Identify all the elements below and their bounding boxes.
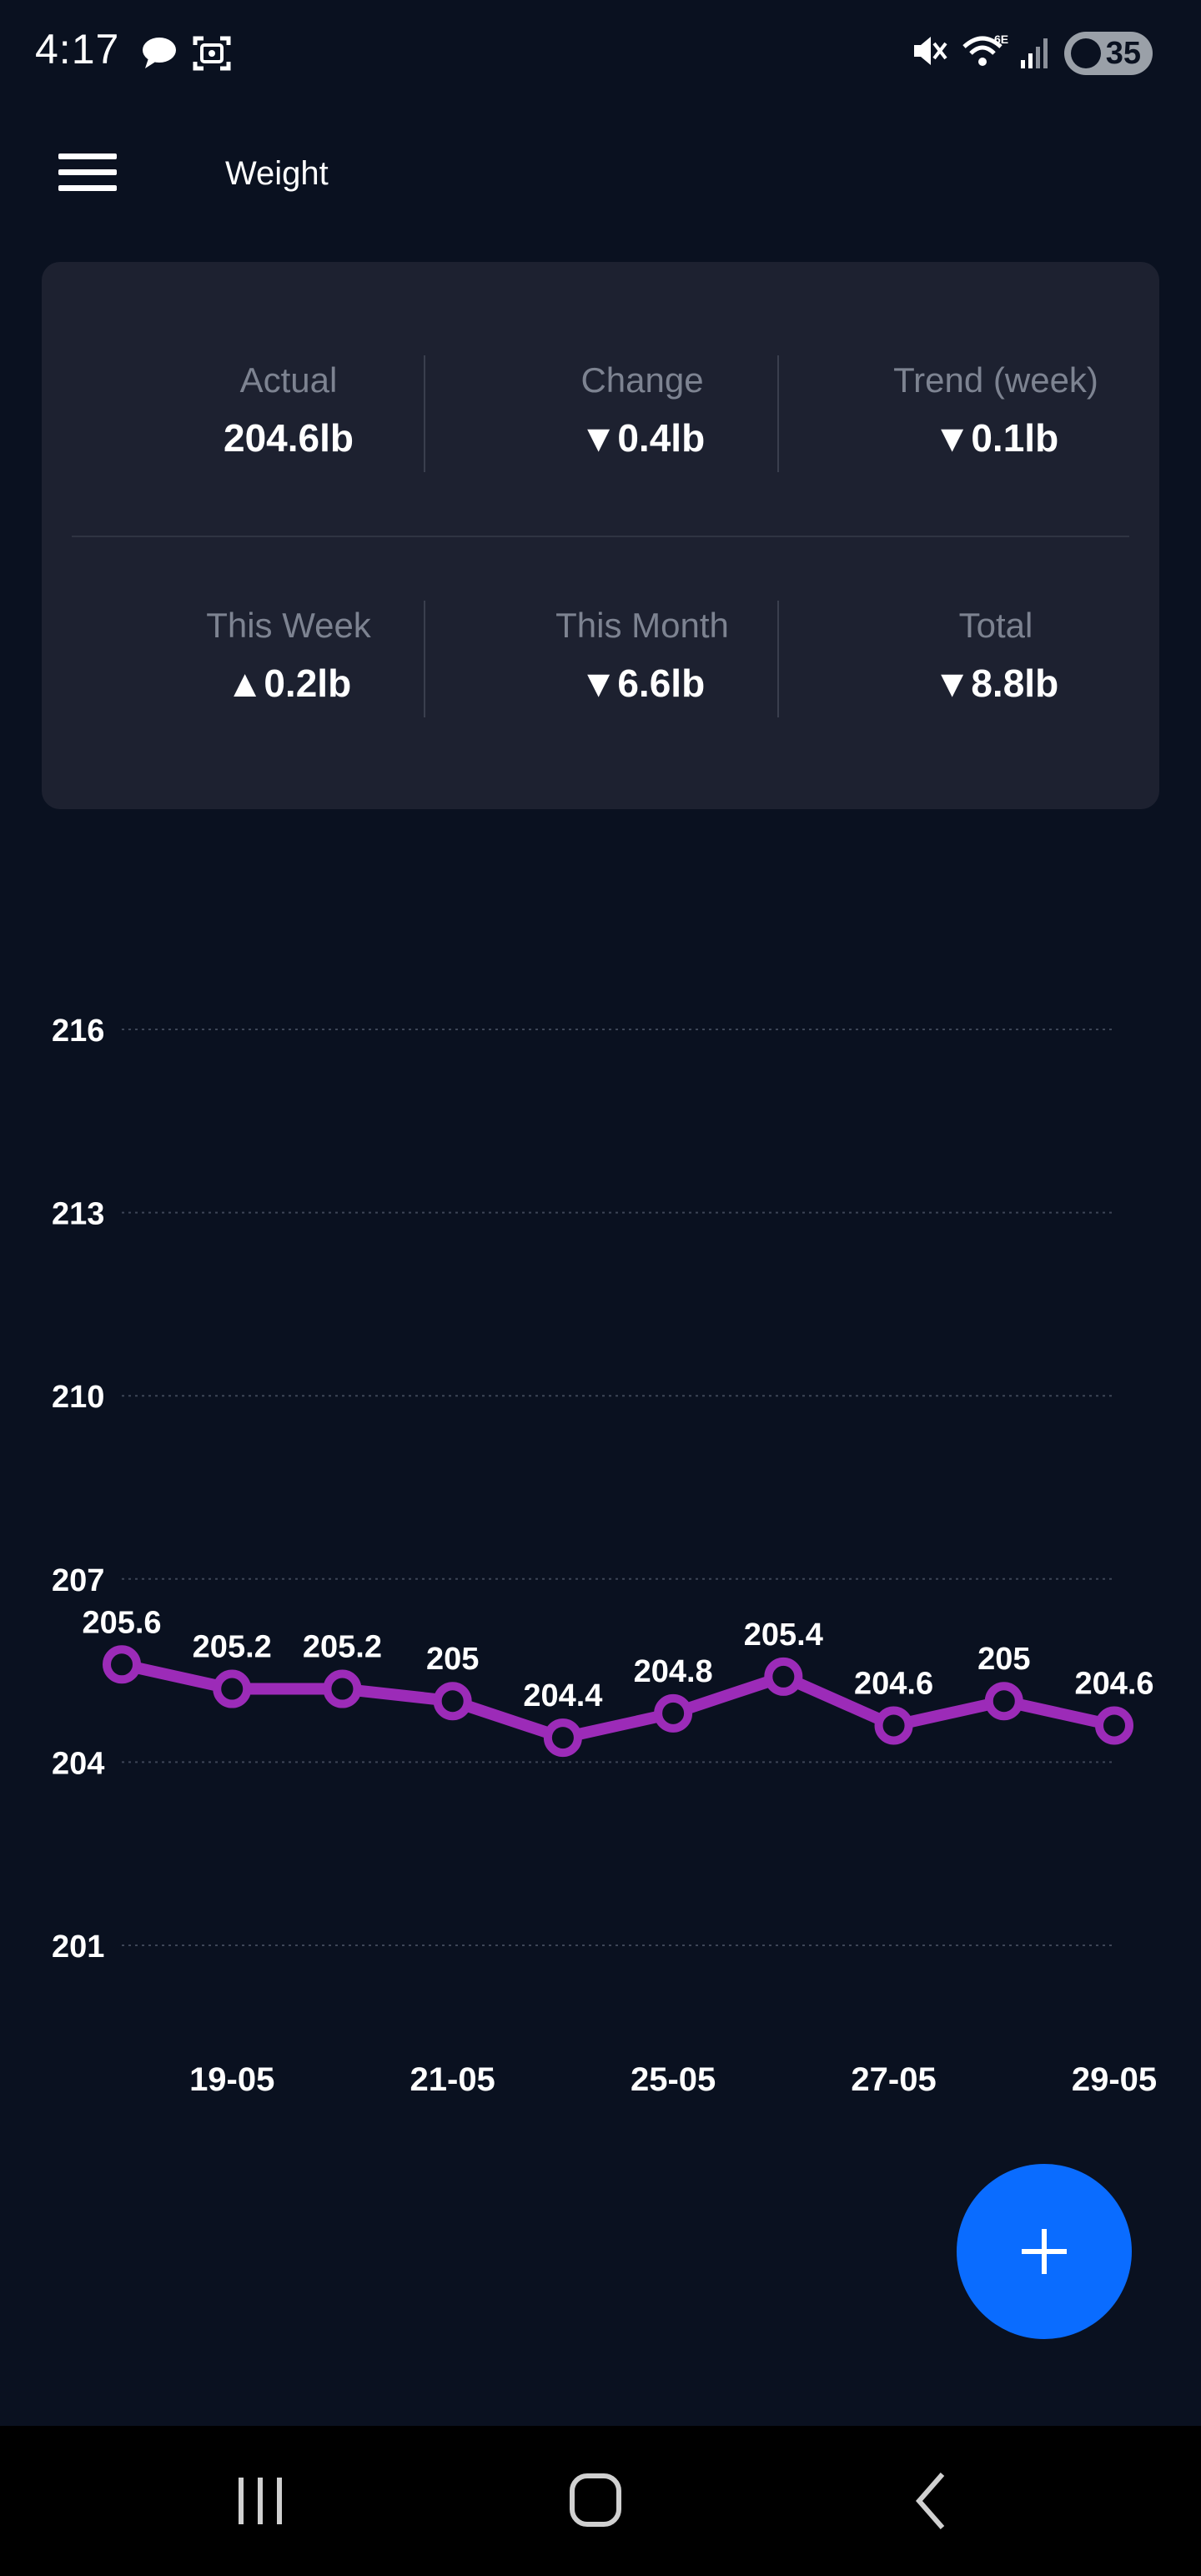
data-point: [323, 1669, 362, 1708]
y-tick-label: 207: [52, 1563, 104, 1598]
x-tick-label: 19-05: [189, 2061, 274, 2098]
divider: [424, 601, 425, 717]
data-label: 205.2: [193, 1630, 272, 1665]
data-point: [984, 1682, 1023, 1721]
stat-trend-week: Trend (week) ▼0.1lb: [819, 360, 1173, 460]
data-point: [874, 1706, 913, 1745]
stat-label: Actual: [239, 360, 338, 400]
hamburger-menu-icon[interactable]: [50, 147, 125, 197]
recent-apps-icon: [239, 2478, 282, 2524]
status-bar: 4:17 6E 35: [0, 0, 1201, 108]
mute-icon: [914, 37, 947, 65]
y-tick-label: 204: [52, 1746, 104, 1781]
data-label: 205.6: [82, 1605, 161, 1640]
data-point: [103, 1645, 141, 1684]
stat-value: ▼6.6lb: [579, 662, 706, 705]
stat-label: This Week: [206, 606, 371, 645]
stat-value: ▼0.1lb: [932, 416, 1059, 460]
divider: [777, 355, 779, 472]
stat-value: ▼8.8lb: [932, 662, 1059, 705]
data-point: [433, 1682, 472, 1721]
stat-value: 204.6lb: [224, 416, 354, 460]
horizontal-divider: [72, 536, 1129, 537]
data-label: 205: [426, 1642, 479, 1677]
data-point: [543, 1718, 582, 1758]
recent-apps-button[interactable]: [202, 2459, 319, 2543]
x-tick-label: 27-05: [851, 2061, 936, 2098]
series-line: [116, 1658, 1120, 1744]
home-button[interactable]: [537, 2459, 654, 2543]
stat-label: Trend (week): [893, 360, 1098, 400]
data-label: 204.4: [523, 1678, 602, 1713]
wifi-6e-icon: 6E: [962, 33, 1008, 66]
data-label: 204.8: [634, 1654, 713, 1689]
home-icon: [570, 2473, 621, 2527]
x-tick-label: 25-05: [631, 2061, 716, 2098]
data-label: 205.2: [303, 1630, 382, 1665]
stat-label: Total: [958, 606, 1033, 645]
weight-line-chart: 216 213 210 207 204 201 205.6 205.2 205.2 205 204.…: [52, 1014, 1157, 2098]
signal-icon: [1021, 38, 1048, 68]
stat-value: ▲0.2lb: [225, 662, 352, 705]
stat-this-week: This Week ▲0.2lb: [112, 606, 465, 706]
stat-change: Change ▼0.4lb: [465, 360, 819, 460]
system-nav-bar: [0, 2426, 1201, 2576]
stat-label: Change: [580, 360, 704, 400]
stat-label: This Month: [555, 606, 729, 645]
data-label: 204.6: [1074, 1666, 1153, 1701]
data-point: [764, 1657, 803, 1696]
y-tick-label: 201: [52, 1929, 104, 1965]
data-point: [654, 1693, 693, 1733]
stat-total: Total ▼8.8lb: [819, 606, 1173, 706]
divider: [777, 601, 779, 717]
battery-indicator: 35: [1064, 32, 1153, 75]
battery-saver-icon: [1071, 38, 1101, 68]
status-time: 4:17: [35, 26, 120, 73]
stat-this-month: This Month ▼6.6lb: [465, 606, 819, 706]
back-button[interactable]: [872, 2459, 989, 2543]
y-tick-label: 213: [52, 1197, 104, 1232]
data-label: 205: [977, 1642, 1030, 1677]
y-tick-label: 216: [52, 1014, 104, 1049]
screenshot-icon: [193, 36, 231, 71]
app-bar: Weight: [0, 125, 1201, 219]
add-entry-button[interactable]: [957, 2164, 1132, 2339]
y-tick-label: 210: [52, 1380, 104, 1415]
svg-text:6E: 6E: [994, 33, 1008, 46]
data-label: 205.4: [744, 1618, 823, 1653]
stat-actual: Actual 204.6lb: [112, 360, 465, 460]
data-label: 204.6: [854, 1666, 933, 1701]
x-tick-label: 29-05: [1072, 2061, 1157, 2098]
data-point: [213, 1669, 252, 1708]
chat-bubble-icon: [143, 38, 176, 68]
back-icon: [916, 2473, 945, 2529]
x-tick-label: 21-05: [410, 2061, 495, 2098]
page-title: Weight: [225, 155, 329, 192]
divider: [424, 355, 425, 472]
stat-value: ▼0.4lb: [579, 416, 706, 460]
data-point: [1095, 1706, 1133, 1745]
summary-card: Actual 204.6lb Change ▼0.4lb Trend (week…: [42, 262, 1159, 809]
